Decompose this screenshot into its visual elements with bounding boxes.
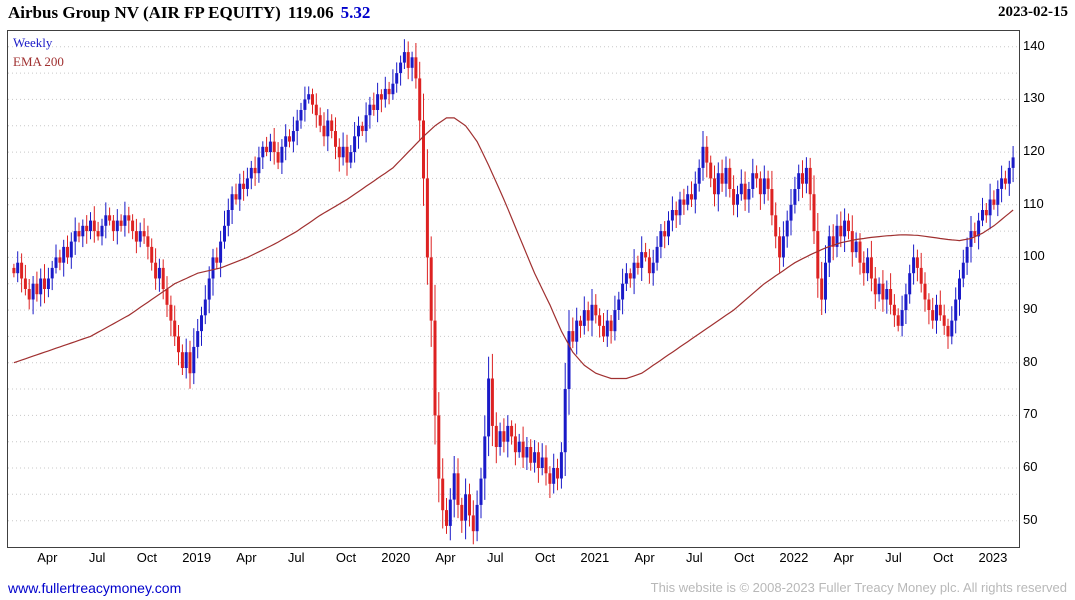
y-tick-label: 90 (1023, 301, 1038, 317)
x-tick-label: Oct (136, 550, 158, 565)
x-tick-label: Apr (236, 550, 257, 565)
chart-date: 2023-02-15 (998, 4, 1068, 20)
x-tick-label: Apr (833, 550, 854, 565)
x-tick-label: Jul (686, 550, 703, 565)
y-tick-label: 130 (1023, 90, 1045, 106)
plot-area: Weekly EMA 200 (7, 30, 1020, 548)
title-instrument: Airbus Group NV (AIR FP EQUITY) (8, 3, 281, 22)
x-tick-label: 2021 (580, 550, 610, 565)
x-tick-label: 2023 (978, 550, 1008, 565)
x-tick-label: Apr (435, 550, 456, 565)
x-tick-label: 2019 (182, 550, 212, 565)
y-tick-label: 50 (1023, 511, 1038, 527)
x-tick-label: Apr (37, 550, 58, 565)
y-tick-label: 140 (1023, 37, 1045, 53)
x-tick-label: Oct (534, 550, 556, 565)
title-price: 119.06 (287, 3, 334, 22)
x-axis-labels: Apr Jul Oct 2019 Apr Jul Oct 2020 Apr Jul Oct 2021 A… (0, 550, 1075, 566)
x-tick-label: Oct (933, 550, 954, 565)
y-tick-label: 70 (1023, 406, 1038, 422)
y-tick-label: 100 (1023, 248, 1045, 264)
x-tick-label: Oct (733, 550, 755, 565)
footer: www.fullertreacymoney.com This website i… (0, 576, 1075, 600)
x-tick-label: Jul (88, 550, 106, 565)
x-tick-label: 2022 (779, 550, 809, 565)
title-change: 5.32 (340, 3, 371, 22)
copyright-text: This website is © 2008-2023 Fuller Treac… (650, 580, 1067, 595)
y-tick-label: 120 (1023, 143, 1045, 159)
x-tick-label: 2020 (381, 550, 411, 565)
x-tick-label: Jul (486, 550, 504, 565)
y-tick-label: 80 (1023, 353, 1038, 369)
candlestick-chart[interactable] (8, 31, 1019, 547)
x-tick-label: Apr (634, 550, 655, 565)
site-link[interactable]: www.fullertreacymoney.com (8, 580, 182, 596)
x-tick-label: Oct (335, 550, 357, 565)
x-tick-label: Jul (885, 550, 902, 565)
chart-title: Airbus Group NV (AIR FP EQUITY) 119.06 5.3… (8, 3, 370, 23)
y-tick-label: 110 (1023, 195, 1044, 211)
y-axis-labels: 50 60 70 80 90 100 110 120 130 140 (1023, 0, 1073, 560)
y-tick-label: 60 (1023, 459, 1038, 475)
x-tick-label: Jul (287, 550, 305, 565)
